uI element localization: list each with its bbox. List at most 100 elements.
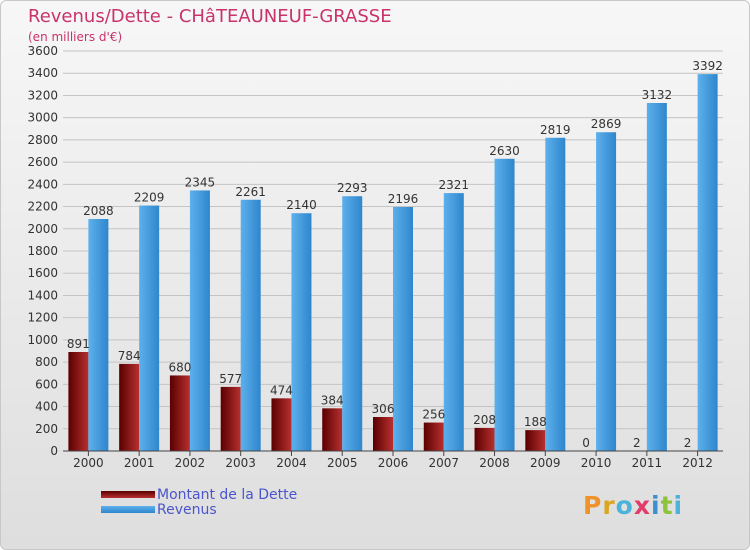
revenue-value-label: 3132 [642, 88, 673, 102]
debt-value-label: 384 [321, 393, 344, 407]
revenue-bar [240, 199, 261, 451]
x-tick-label: 2000 [73, 456, 104, 470]
x-tick-label: 2007 [428, 456, 459, 470]
debt-value-label: 577 [219, 372, 242, 386]
y-tick-label: 1800 [27, 244, 58, 258]
y-tick-label: 400 [35, 400, 58, 414]
debt-bar [271, 398, 292, 451]
revenue-bar [139, 205, 160, 451]
y-tick-label: 2600 [27, 155, 58, 169]
logo-letter: t [660, 491, 674, 520]
revenue-bar [443, 193, 464, 451]
chart-title: Revenus/Dette - CHâTEAUNEUF-GRASSE [28, 6, 392, 27]
revenue-value-label: 2140 [286, 198, 317, 212]
debt-value-label: 2 [633, 436, 641, 450]
debt-bar [373, 417, 393, 451]
revenue-value-label: 2819 [540, 123, 571, 137]
revenue-bar [291, 213, 312, 451]
x-tick-label: 2004 [276, 456, 307, 470]
y-tick-label: 1200 [27, 311, 58, 325]
legend: Montant de la Dette Revenus [101, 486, 298, 518]
revenue-value-label: 2088 [83, 204, 114, 218]
revenue-bar [189, 190, 210, 451]
x-tick-label: 2006 [378, 456, 409, 470]
debt-value-label: 2 [684, 436, 692, 450]
debt-bar [423, 422, 444, 451]
x-tick-label: 2009 [530, 456, 561, 470]
debt-value-label: 784 [118, 349, 141, 363]
debt-value-label: 256 [422, 408, 445, 422]
legend-item-debt: Montant de la Dette [101, 486, 298, 503]
x-tick-label: 2010 [581, 456, 612, 470]
y-tick-label: 2400 [27, 177, 58, 191]
x-tick-label: 2008 [479, 456, 510, 470]
y-tick-label: 1400 [27, 288, 58, 302]
y-tick-label: 1600 [27, 266, 58, 280]
debt-value-label: 680 [168, 360, 191, 374]
debt-bar [68, 352, 89, 451]
debt-value-label: 188 [524, 415, 547, 429]
revenue-value-label: 2261 [235, 185, 266, 199]
debt-bar [474, 427, 495, 451]
revenue-bar [88, 219, 109, 451]
debt-bar [119, 363, 140, 451]
y-tick-label: 2800 [27, 133, 58, 147]
revenue-bar [596, 132, 617, 451]
revenue-value-label: 2345 [185, 175, 216, 189]
revenue-bar [393, 207, 413, 451]
revenue-bar [342, 196, 363, 451]
debt-value-label: 306 [372, 402, 395, 416]
x-tick-label: 2003 [225, 456, 256, 470]
revenue-value-label: 2209 [134, 191, 165, 205]
debt-value-label: 208 [473, 413, 496, 427]
y-tick-label: 800 [35, 355, 58, 369]
revenue-value-label: 2293 [337, 181, 368, 195]
debt-bar [525, 430, 546, 451]
y-tick-label: 2200 [27, 200, 58, 214]
revenue-bar [646, 103, 667, 451]
debt-bar [322, 408, 343, 451]
y-tick-label: 3000 [27, 111, 58, 125]
y-tick-label: 600 [35, 377, 58, 391]
debt-bar [220, 386, 241, 451]
debt-value-label: 0 [582, 436, 590, 450]
y-tick-label: 3200 [27, 88, 58, 102]
y-tick-label: 3400 [27, 66, 58, 80]
revenue-bar [494, 158, 515, 451]
debt-value-label: 891 [67, 337, 90, 351]
logo-letter: i [673, 491, 684, 520]
revenue-value-label: 3392 [692, 59, 723, 73]
y-tick-label: 200 [35, 422, 58, 436]
legend-swatch-debt [101, 491, 155, 498]
revenue-bar [697, 74, 718, 451]
revenue-value-label: 2869 [591, 117, 622, 131]
legend-swatch-revenue [101, 506, 155, 513]
x-tick-label: 2012 [682, 456, 713, 470]
logo-letter: r [602, 491, 616, 520]
logo-letter: o [615, 491, 634, 520]
x-tick-label: 2005 [327, 456, 358, 470]
logo-letter: x [633, 491, 651, 520]
x-tick-label: 2001 [124, 456, 155, 470]
y-tick-label: 0 [50, 444, 58, 458]
revenue-value-label: 2196 [388, 192, 419, 206]
logo-letter: i [651, 491, 661, 520]
revenue-value-label: 2630 [489, 144, 520, 158]
y-tick-label: 1000 [27, 333, 58, 347]
debt-value-label: 474 [270, 383, 293, 397]
legend-label-debt: Montant de la Dette [157, 486, 298, 503]
chart-subtitle: (en milliers d'€) [28, 30, 123, 44]
y-tick-label: 3600 [27, 44, 58, 58]
revenue-value-label: 2321 [438, 178, 469, 192]
logo-letter: P [583, 491, 603, 520]
x-tick-label: 2011 [632, 456, 663, 470]
y-tick-label: 2000 [27, 222, 58, 236]
legend-label-revenue: Revenus [157, 501, 217, 518]
legend-item-revenue: Revenus [101, 501, 297, 518]
x-tick-label: 2002 [175, 456, 206, 470]
debt-bar [169, 375, 190, 451]
proxiti-logo: Proxiti [583, 491, 683, 520]
revenue-bar [545, 137, 566, 451]
